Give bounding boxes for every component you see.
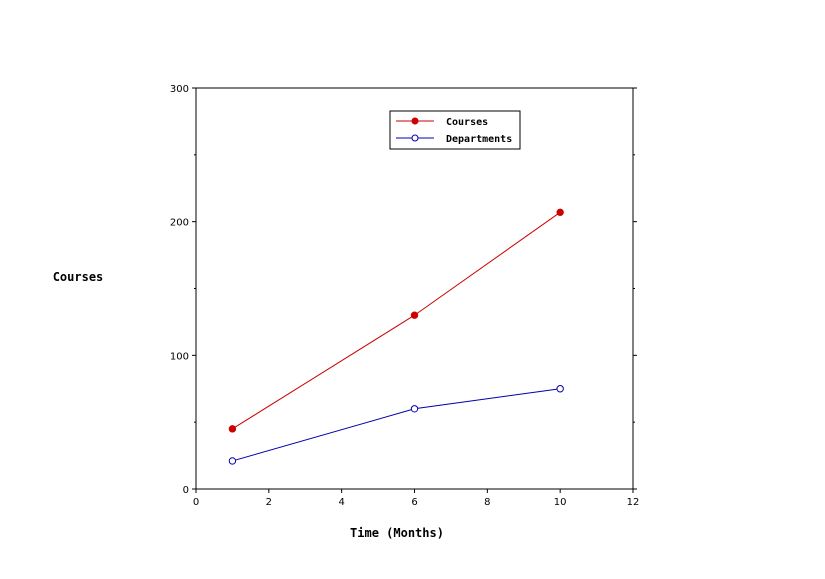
data-point-departments: [228, 457, 237, 465]
x-tick-label: 0: [193, 497, 199, 508]
data-point-departments: [556, 385, 564, 393]
y-axis-ticks: 0 100 200 300: [170, 84, 637, 496]
x-axis-title: Time (Months): [350, 526, 444, 540]
data-point-courses: [410, 311, 419, 319]
y-axis-title: Courses: [53, 270, 104, 284]
y-tick-label: 100: [170, 351, 189, 362]
legend-marker-departments: [411, 134, 419, 142]
legend-label-departments: Departments: [446, 134, 512, 145]
x-axis-ticks: 0 2 4 6 8 10 12: [193, 489, 640, 508]
y-tick-label: 200: [170, 218, 189, 229]
y-tick-label: 0: [183, 485, 189, 496]
legend: Courses Departments: [389, 110, 521, 150]
x-tick-label: 2: [266, 497, 272, 508]
y-tick-label: 300: [170, 84, 189, 95]
x-tick-label: 10: [554, 497, 567, 508]
x-tick-label: 8: [484, 497, 490, 508]
legend-box: [389, 110, 521, 150]
x-tick-label: 6: [411, 497, 417, 508]
data-point-departments: [410, 405, 419, 413]
series-line-courses: [232, 211, 561, 430]
data-point-courses: [556, 208, 564, 217]
series-line-departments: [232, 388, 561, 462]
legend-label-courses: Courses: [446, 117, 488, 128]
x-tick-label: 4: [338, 497, 344, 508]
legend-marker-courses: [411, 117, 419, 125]
x-tick-label: 12: [627, 497, 640, 508]
series-layer: [228, 208, 564, 465]
data-point-courses: [228, 425, 237, 433]
